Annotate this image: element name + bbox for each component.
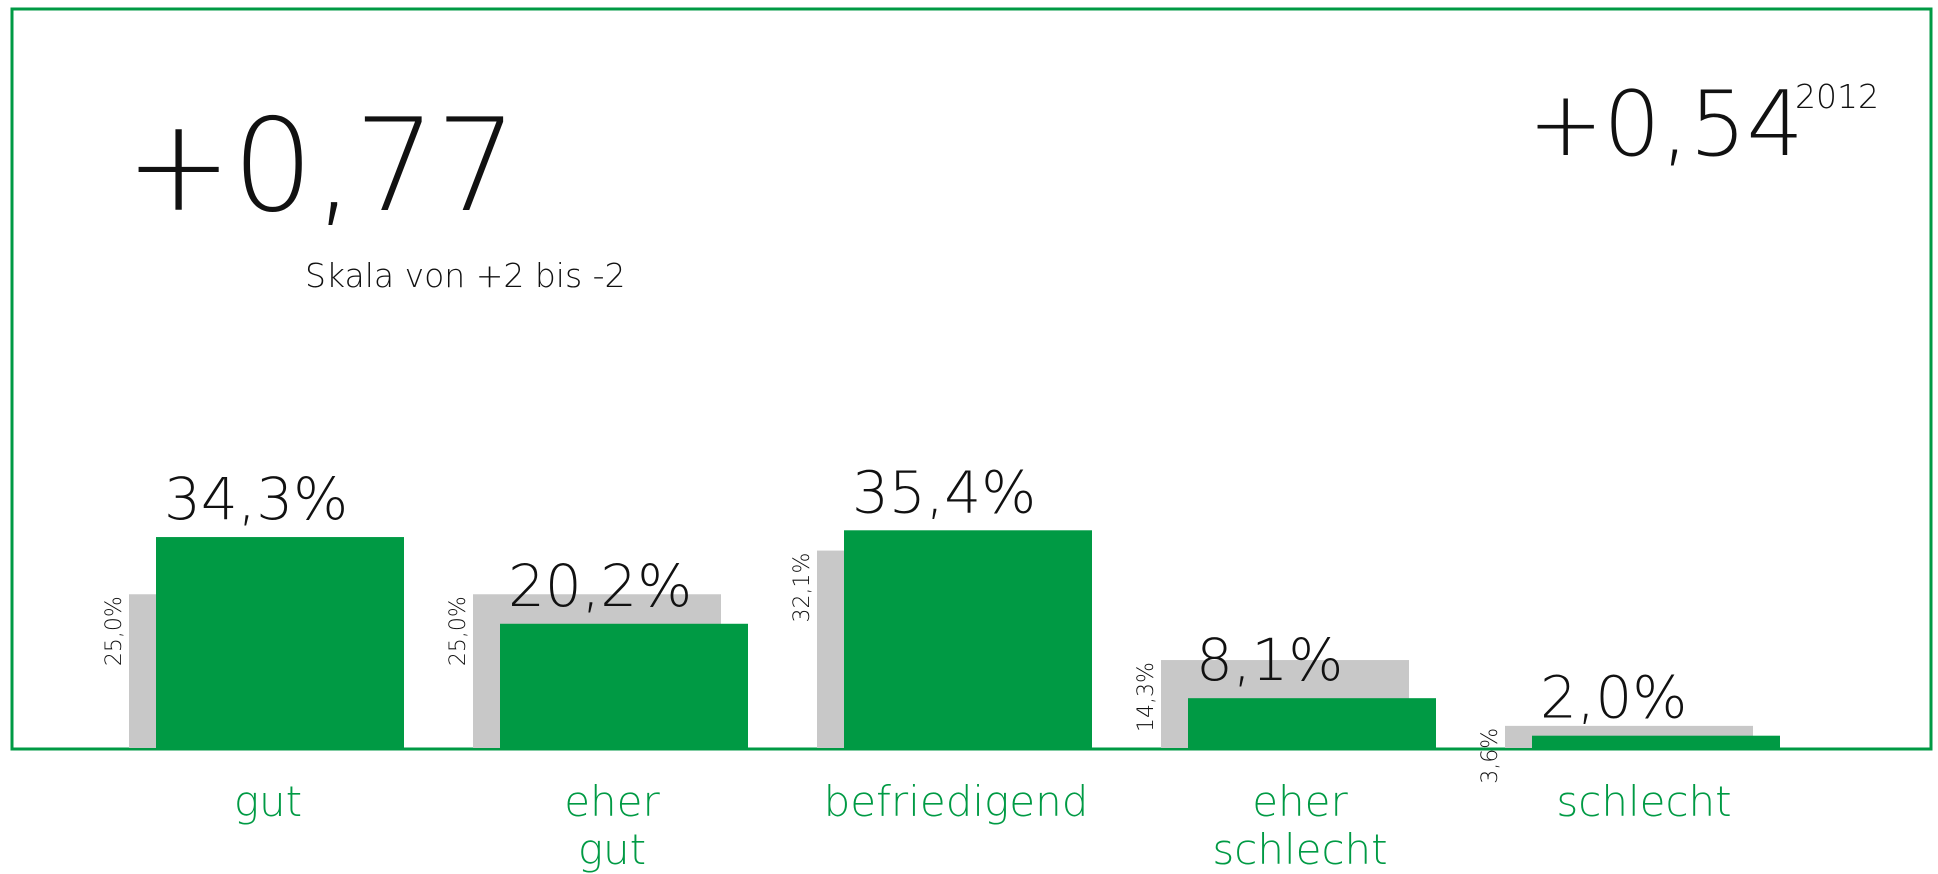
value-label: 20,2% [508,552,692,620]
category-label: eher schlecht [1212,777,1388,874]
previous-value-label: 25,0% [446,596,471,666]
bar-current [156,537,404,748]
bar-current [844,530,1092,748]
category-label: eher gut [564,777,660,874]
previous-value-label: 14,3% [1134,662,1159,732]
bar-current [1532,735,1780,748]
value-label: 8,1% [1196,626,1343,694]
category-label: gut [233,777,303,826]
frame [10,7,1933,751]
previous-value-label: 3,6% [1478,728,1503,784]
value-label: 2,0% [1540,664,1687,732]
previous-value-label: 32,1% [790,553,815,623]
previous-value-label: 25,0% [102,596,127,666]
bar-current [500,623,748,748]
value-label: 34,3% [164,465,348,533]
category-label: befriedigend [823,777,1089,826]
category-label: schlecht [1556,777,1732,826]
bar-current [1188,698,1436,748]
previous-score: +0,54 [1528,72,1804,177]
previous-year: 2012 [1795,77,1879,116]
subtitle: Skala von +2 bis -2 [305,256,626,295]
score: +0,77 [125,92,517,241]
value-label: 35,4% [852,458,1036,526]
